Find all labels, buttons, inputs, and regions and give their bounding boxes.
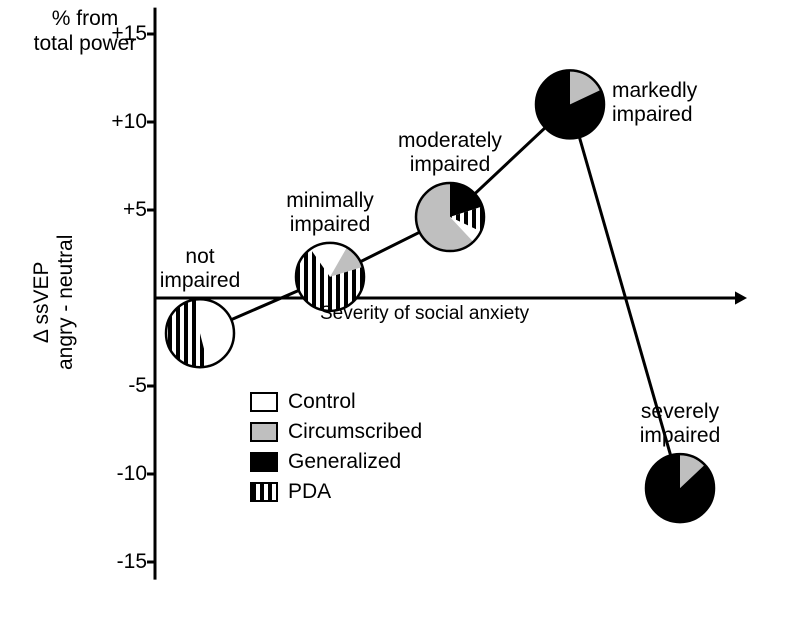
legend-item: Generalized: [250, 450, 422, 474]
pie-point: [166, 299, 234, 367]
legend-label: Circumscribed: [288, 420, 422, 444]
y-tick-label: +15: [87, 22, 147, 46]
legend-swatch: [250, 392, 278, 412]
legend-item: Control: [250, 390, 422, 414]
pie-point: [536, 70, 604, 138]
point-label-line1: severely: [641, 400, 719, 423]
point-label: moderatelyimpaired: [375, 129, 525, 177]
point-label-line2: impaired: [612, 103, 693, 126]
y-axis-delta-label: Δ ssVEP angry - neutral: [30, 235, 78, 370]
legend-item: Circumscribed: [250, 420, 422, 444]
chart-container: % from total power Δ ssVEP angry - neutr…: [0, 0, 800, 617]
point-label-line2: impaired: [640, 424, 721, 447]
point-label-line2: impaired: [160, 269, 241, 292]
point-label: notimpaired: [125, 245, 275, 293]
point-label-line1: markedly: [612, 79, 697, 102]
point-label-line2: impaired: [410, 153, 491, 176]
legend-swatch: [250, 422, 278, 442]
legend-label: PDA: [288, 480, 331, 504]
pie-point: [646, 454, 714, 522]
legend-label: Control: [288, 390, 356, 414]
point-label: severelyimpaired: [605, 400, 755, 448]
legend-swatch: [250, 482, 278, 502]
y-tick-label: -10: [87, 462, 147, 486]
point-label: minimallyimpaired: [255, 189, 405, 237]
pie-point: [296, 243, 364, 311]
legend-item: PDA: [250, 480, 422, 504]
pie-point: [416, 183, 484, 251]
legend: Control Circumscribed Generalized PDA: [250, 390, 422, 510]
point-label-line1: moderately: [398, 129, 502, 152]
y-tick-label: -5: [87, 374, 147, 398]
point-label-line2: impaired: [290, 213, 371, 236]
x-axis-title: Severity of social anxiety: [320, 303, 529, 325]
y-axis-delta-line2: angry - neutral: [54, 235, 77, 370]
y-tick-label: +10: [87, 110, 147, 134]
y-tick-label: -15: [87, 550, 147, 574]
y-tick-label: +5: [87, 198, 147, 222]
point-label-line1: minimally: [286, 189, 374, 212]
legend-swatch: [250, 452, 278, 472]
point-label: markedlyimpaired: [612, 79, 772, 127]
legend-label: Generalized: [288, 450, 401, 474]
point-label-line1: not: [185, 245, 214, 268]
y-axis-delta-line1: Δ ssVEP: [30, 261, 53, 343]
